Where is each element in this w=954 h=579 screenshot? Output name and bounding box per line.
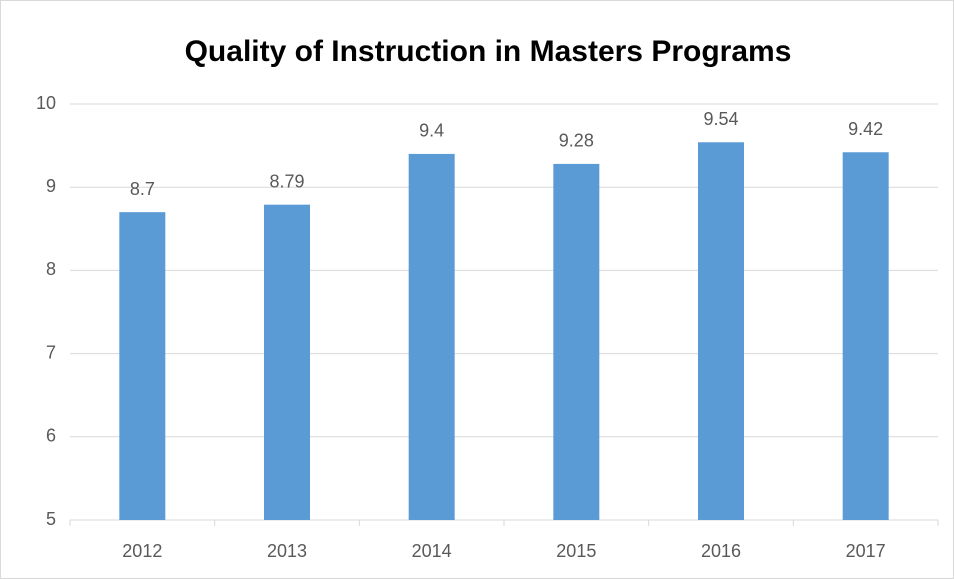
data-label: 8.7 — [130, 179, 155, 199]
x-tick-label: 2017 — [846, 541, 886, 561]
data-label: 9.4 — [419, 121, 444, 141]
y-tick-label: 9 — [46, 176, 56, 196]
data-label: 8.79 — [269, 171, 304, 191]
bar — [553, 163, 600, 521]
data-label: 9.42 — [848, 119, 883, 139]
x-tick-label: 2015 — [556, 541, 596, 561]
y-tick-label: 6 — [46, 426, 56, 446]
x-tick-label: 2014 — [412, 541, 452, 561]
bar — [698, 142, 744, 520]
bar — [264, 204, 310, 520]
y-tick-label: 7 — [46, 342, 56, 362]
y-tick-label: 5 — [46, 509, 56, 529]
x-tick-label: 2012 — [122, 541, 162, 561]
data-label: 9.54 — [703, 109, 738, 129]
bar — [119, 212, 166, 520]
x-tick-label: 2016 — [701, 541, 741, 561]
y-tick-label: 10 — [36, 93, 56, 113]
bar — [408, 153, 455, 521]
data-label: 9.28 — [559, 131, 594, 151]
chart-title: Quality of Instruction in Masters Progra… — [185, 35, 792, 68]
x-tick-label: 2013 — [267, 541, 307, 561]
bar — [842, 152, 889, 521]
y-tick-label: 8 — [46, 259, 56, 279]
